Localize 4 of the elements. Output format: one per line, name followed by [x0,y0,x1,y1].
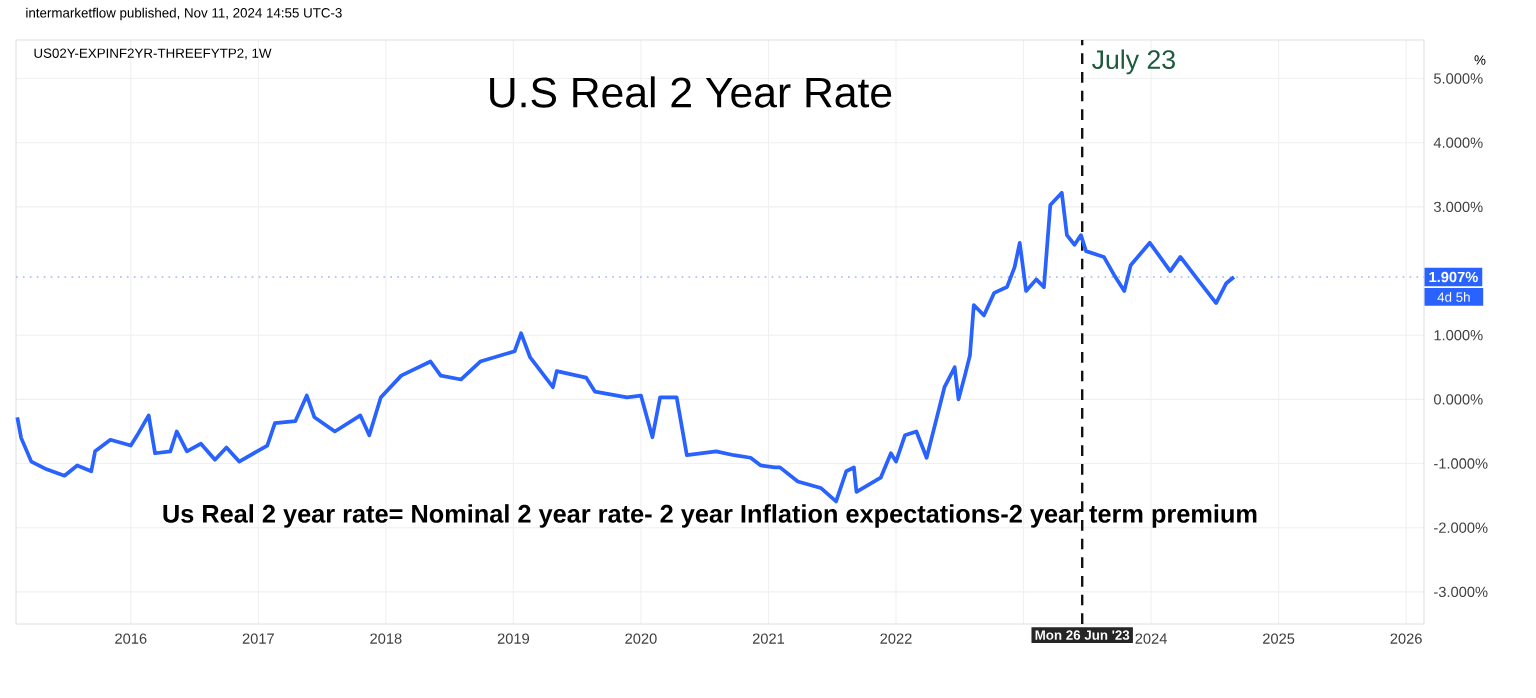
line-series [15,190,1236,504]
annotation: Us Real 2 year rate= Nominal 2 year rate- 2 year Inflation expectations-2 year term premium [163,504,1257,528]
text: U.S Real 2 Year Rate [490,76,892,108]
ref-line-label: July 23 [1092,49,1175,75]
